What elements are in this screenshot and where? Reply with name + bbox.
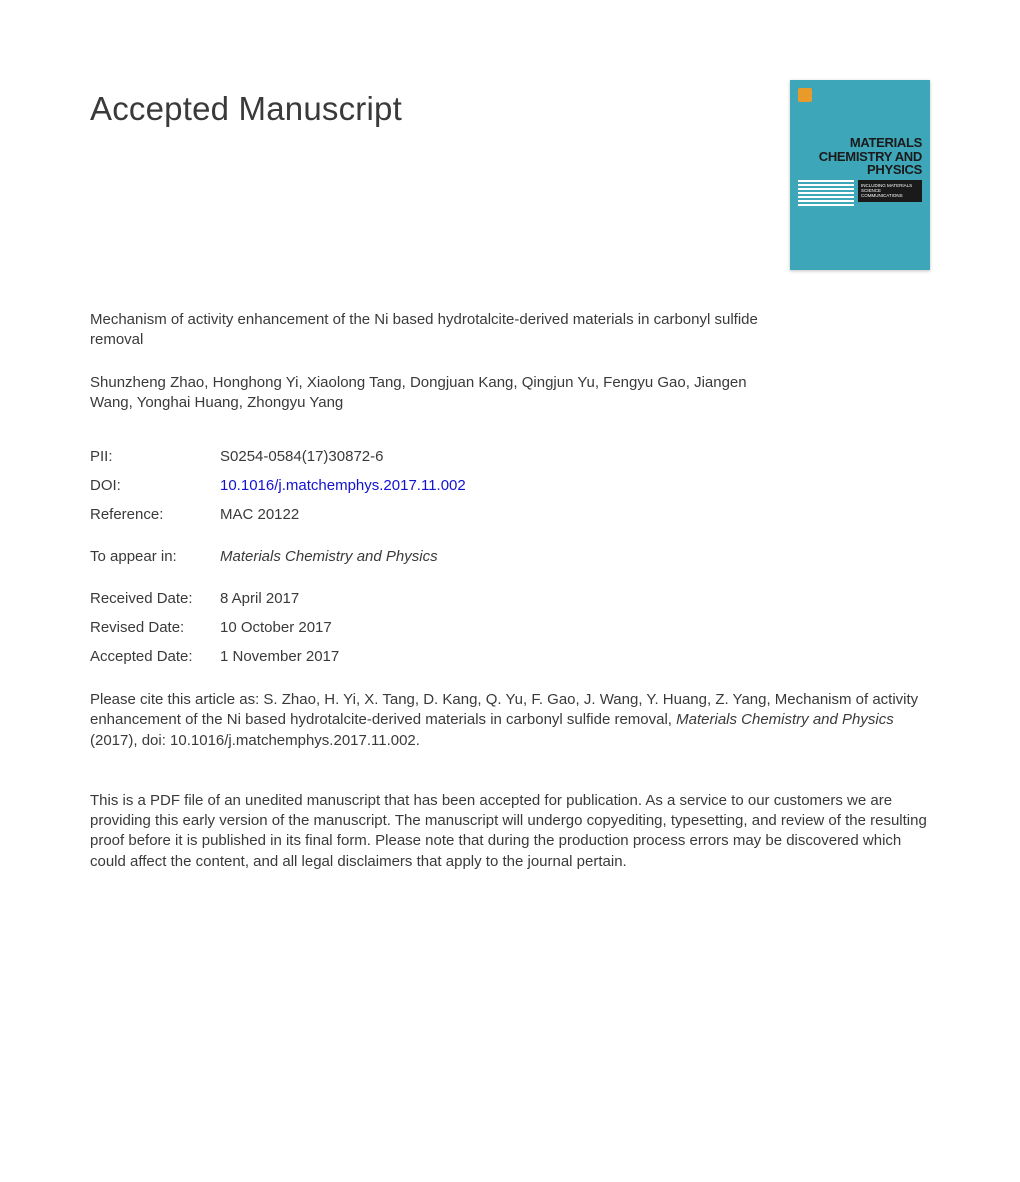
manuscript-page: Accepted Manuscript MATERIALS CHEMISTRY … xyxy=(0,0,1020,1182)
doi-label: DOI: xyxy=(90,478,220,493)
citation-journal: Materials Chemistry and Physics xyxy=(676,711,894,728)
header-row: Accepted Manuscript MATERIALS CHEMISTRY … xyxy=(90,90,930,270)
reference-row: Reference: MAC 20122 xyxy=(90,507,930,522)
disclaimer-text: This is a PDF file of an unedited manusc… xyxy=(90,791,930,872)
cover-journal-title: MATERIALS CHEMISTRY AND PHYSICS xyxy=(798,136,922,177)
cover-title-line: MATERIALS xyxy=(798,136,922,150)
reference-label: Reference: xyxy=(90,507,220,522)
received-label: Received Date: xyxy=(90,591,220,606)
cover-decoration-bars xyxy=(798,180,854,208)
cover-title-line: CHEMISTRY AND xyxy=(798,150,922,164)
page-title: Accepted Manuscript xyxy=(90,90,760,128)
revised-value: 10 October 2017 xyxy=(220,620,332,635)
journal-cover-thumbnail: MATERIALS CHEMISTRY AND PHYSICS INCLUDIN… xyxy=(790,80,930,270)
to-appear-row: To appear in: Materials Chemistry and Ph… xyxy=(90,548,930,565)
revised-row: Revised Date: 10 October 2017 xyxy=(90,620,930,635)
dates-block: Received Date: 8 April 2017 Revised Date… xyxy=(90,591,930,664)
accepted-label: Accepted Date: xyxy=(90,649,220,664)
doi-row: DOI: 10.1016/j.matchemphys.2017.11.002 xyxy=(90,478,930,493)
citation-suffix: (2017), doi: 10.1016/j.matchemphys.2017.… xyxy=(90,732,420,749)
doi-link[interactable]: 10.1016/j.matchemphys.2017.11.002 xyxy=(220,478,466,493)
metadata-block: PII: S0254-0584(17)30872-6 DOI: 10.1016/… xyxy=(90,449,930,522)
reference-value: MAC 20122 xyxy=(220,507,299,522)
paper-title: Mechanism of activity enhancement of the… xyxy=(90,310,780,351)
cover-title-line: PHYSICS xyxy=(798,163,922,177)
citation-text: Please cite this article as: S. Zhao, H.… xyxy=(90,690,930,751)
publisher-mark-icon xyxy=(798,88,812,102)
to-appear-value: Materials Chemistry and Physics xyxy=(220,548,438,565)
received-row: Received Date: 8 April 2017 xyxy=(90,591,930,606)
to-appear-label: To appear in: xyxy=(90,548,220,565)
received-value: 8 April 2017 xyxy=(220,591,299,606)
accepted-value: 1 November 2017 xyxy=(220,649,339,664)
pii-label: PII: xyxy=(90,449,220,464)
pii-row: PII: S0254-0584(17)30872-6 xyxy=(90,449,930,464)
pii-value: S0254-0584(17)30872-6 xyxy=(220,449,383,464)
authors-list: Shunzheng Zhao, Honghong Yi, Xiaolong Ta… xyxy=(90,373,790,414)
accepted-row: Accepted Date: 1 November 2017 xyxy=(90,649,930,664)
revised-label: Revised Date: xyxy=(90,620,220,635)
cover-subtitle: INCLUDING MATERIALS SCIENCE COMMUNICATIO… xyxy=(858,180,922,202)
